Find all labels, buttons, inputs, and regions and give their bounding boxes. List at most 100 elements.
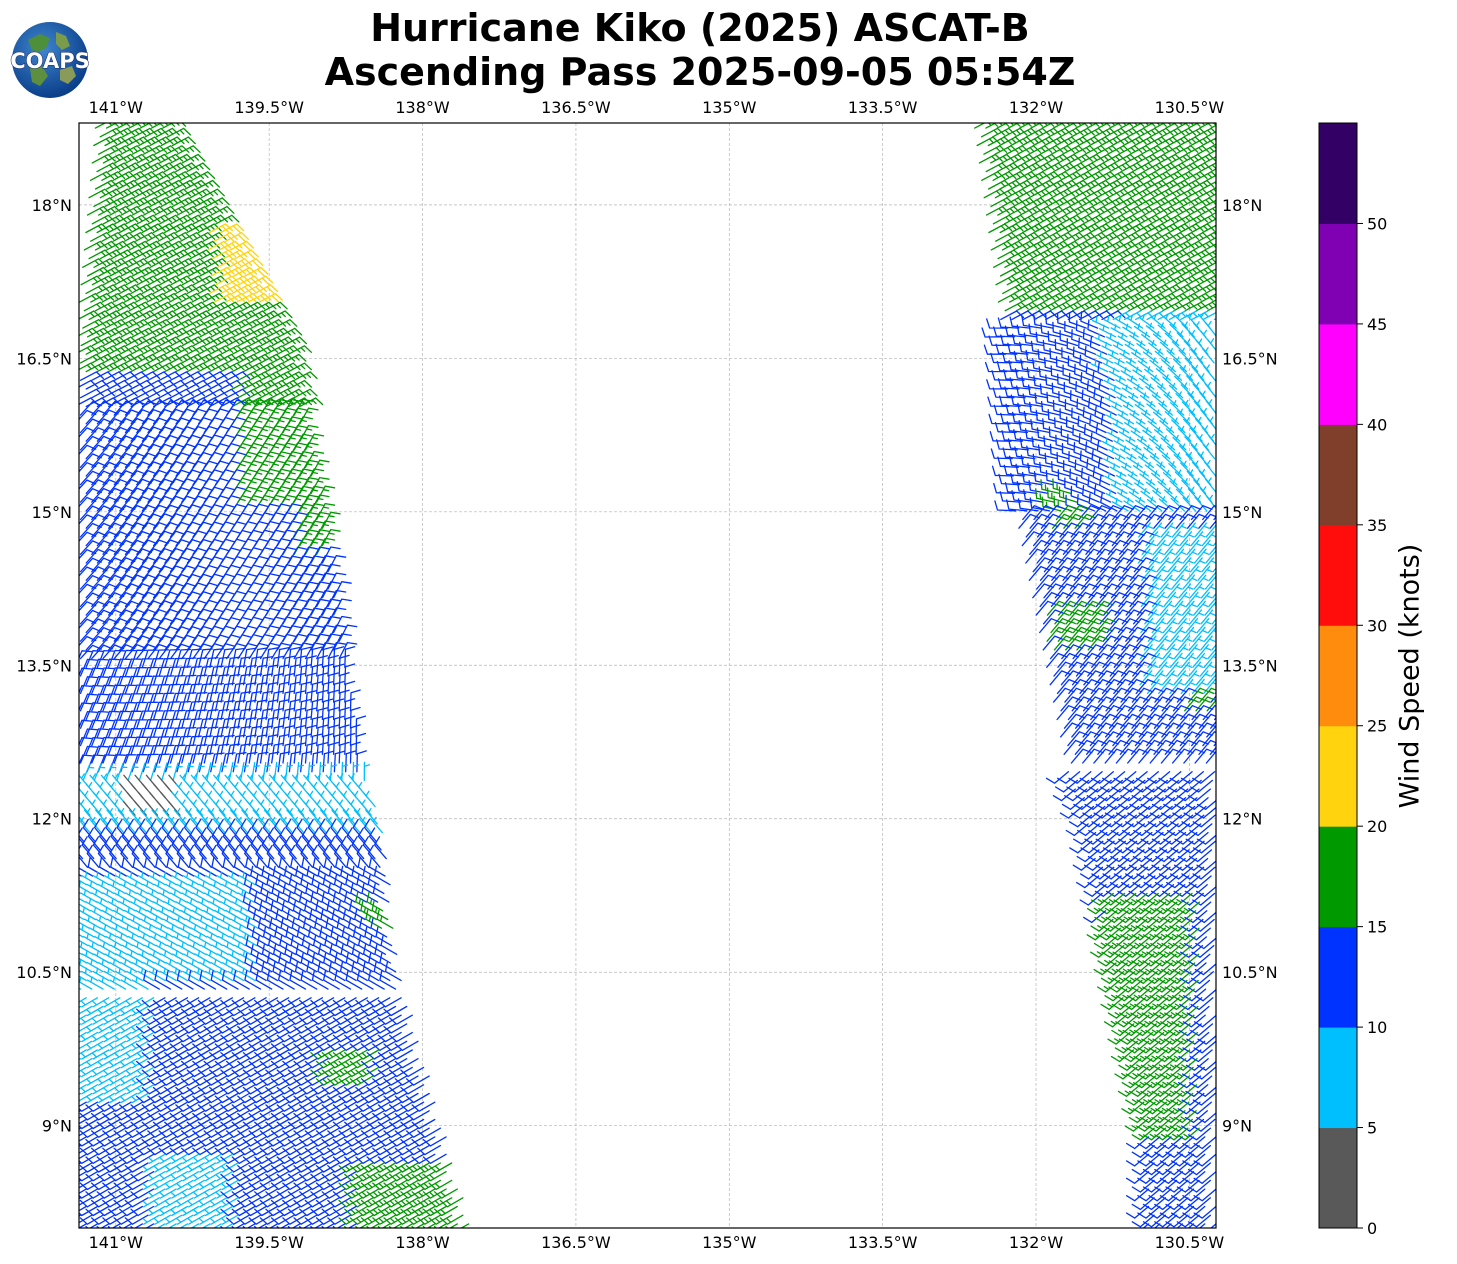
wind-barb [299, 407, 319, 425]
wind-barb [79, 435, 102, 451]
wind-barb [151, 301, 176, 312]
wind-barb [342, 808, 356, 825]
wind-barb [171, 197, 197, 208]
wind-barb [79, 1005, 82, 1009]
wind-barb [220, 362, 245, 373]
wind-barb [234, 310, 259, 321]
wind-barb [248, 642, 269, 660]
wind-barb [162, 808, 176, 825]
wind-barb [79, 462, 97, 473]
wind-barb [85, 461, 108, 477]
wind-barb [204, 214, 229, 225]
wind-barb [229, 240, 254, 251]
wind-barb [276, 345, 301, 355]
lat-label-left: 12°N [32, 810, 72, 829]
wind-barb [1215, 588, 1216, 590]
wind-barb [85, 601, 108, 616]
wind-barb [61, 934, 77, 946]
wind-barb [79, 1214, 93, 1224]
wind-barb [136, 643, 158, 660]
wind-barb [1065, 823, 1089, 837]
wind-barb [329, 944, 347, 964]
wind-barb [141, 284, 166, 295]
wind-barb [322, 750, 335, 773]
wind-barb [351, 944, 369, 964]
lat-label-left: 13.5°N [16, 656, 72, 675]
wind-barb [265, 345, 290, 355]
wind-barb [82, 258, 107, 268]
wind-barb [338, 654, 350, 677]
wind-barb [79, 1179, 82, 1183]
wind-barb [125, 214, 150, 225]
wind-barb [1113, 437, 1131, 451]
wind-barb [163, 162, 188, 173]
wind-barb [304, 642, 325, 660]
wind-barb [336, 799, 350, 816]
wind-barb [282, 642, 302, 660]
wind-barb [128, 240, 153, 251]
wind-barb [291, 799, 305, 816]
wind-barb [183, 258, 208, 268]
wind-barb [1114, 454, 1132, 468]
wind-barb [98, 857, 116, 877]
wind-barb [164, 362, 189, 373]
wind-barb [189, 310, 214, 321]
wind-barb [203, 371, 228, 381]
wind-barb [52, 1137, 75, 1146]
wind-barb [115, 197, 140, 208]
wind-barb [277, 751, 291, 773]
wind-barb [176, 205, 201, 216]
wind-barb [175, 345, 200, 355]
wind-barb [184, 301, 210, 312]
wind-barb [110, 127, 135, 138]
wind-barb [332, 598, 352, 616]
wind-barb [154, 266, 179, 277]
wind-barb [190, 799, 204, 816]
wind-barb [310, 476, 330, 495]
colorbar-tick-label: 40 [1367, 415, 1387, 434]
wind-barb [160, 136, 185, 147]
wind-barb [352, 761, 360, 782]
wind-barb [127, 762, 139, 782]
wind-barb [226, 336, 251, 347]
wind-barb [299, 397, 324, 408]
wind-barb [232, 752, 247, 773]
wind-barb [1037, 348, 1058, 364]
wind-barb [99, 127, 124, 138]
wind-barb [1212, 592, 1216, 599]
wind-barb [265, 379, 290, 390]
wind-barb [259, 655, 274, 677]
wind-barb [286, 909, 304, 929]
wind-barb [181, 275, 206, 286]
wind-barb [248, 743, 263, 764]
wind-barb [234, 249, 259, 260]
wind-barb [79, 1023, 82, 1026]
wind-barb [347, 799, 361, 816]
wind-barb [207, 808, 221, 825]
wind-barb [246, 799, 260, 816]
wind-barb [242, 717, 257, 738]
wind-barb [212, 249, 237, 260]
wind-barb [327, 572, 347, 590]
wind-barb [141, 362, 166, 373]
wind-barb [154, 205, 179, 216]
wind-barb [282, 690, 296, 712]
wind-barb [276, 716, 290, 738]
wind-barb [242, 345, 268, 355]
wind-barb [368, 857, 386, 877]
wind-barb [155, 249, 181, 260]
wind-barb [226, 353, 251, 364]
wind-barb [304, 503, 325, 521]
wind-barb [276, 699, 290, 721]
wind-barb [1117, 332, 1135, 347]
wind-barb [271, 883, 289, 903]
wind-barb [226, 388, 251, 399]
wind-barb [86, 266, 111, 277]
wind-barb [1219, 302, 1242, 310]
wind-barb [79, 479, 97, 490]
wind-barb [79, 1136, 87, 1142]
wind-barb [1165, 426, 1181, 442]
wind-barb [1045, 313, 1065, 329]
wind-barb [355, 732, 367, 755]
wind-barb [344, 646, 356, 668]
